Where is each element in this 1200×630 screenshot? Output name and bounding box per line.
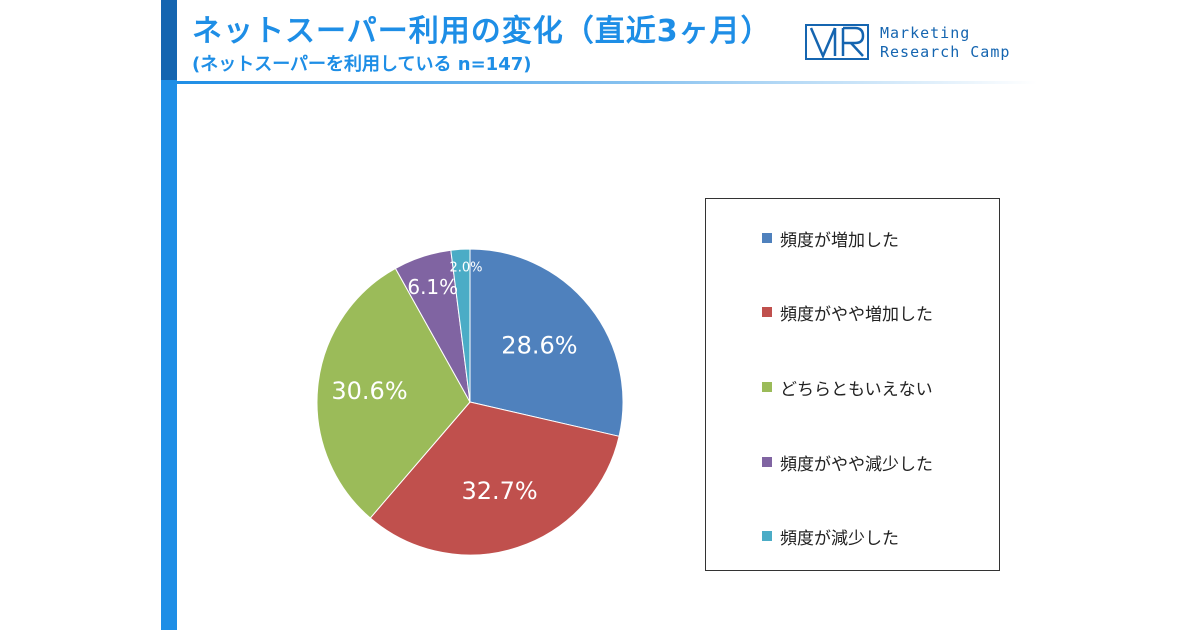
- logo-text: Marketing Research Camp: [880, 24, 1010, 62]
- legend-swatch-4: [762, 457, 772, 467]
- pie-slice-1: [469, 248, 624, 437]
- logo-line-2: Research Camp: [880, 43, 1011, 61]
- left-accent-bar-top: [161, 0, 177, 80]
- slice-label-4: 6.1%: [407, 275, 458, 299]
- legend-swatch-1: [762, 233, 772, 243]
- pie-slice-3: [316, 267, 471, 519]
- legend-swatch-5: [762, 531, 772, 541]
- mr-logo-icon: [805, 24, 869, 60]
- legend-label-4: 頻度がやや減少した: [780, 454, 933, 475]
- chart-legend: 頻度が増加した頻度がやや増加した どちらともいえない 頻度がやや減少した 頻度が減少し…: [705, 198, 1000, 571]
- slice-label-5: 2.0%: [449, 261, 482, 276]
- left-accent-bar: [161, 0, 177, 630]
- logo-line-1: Marketing: [880, 24, 971, 42]
- pie-slice-2: [369, 401, 620, 556]
- page-subtitle: (ネットスーパーを利用している n=147): [192, 54, 532, 75]
- legend-swatch-2: [762, 307, 772, 317]
- legend-item-2: 頻度がやや増加した: [762, 300, 933, 325]
- legend-item-4: 頻度がやや減少した: [762, 450, 933, 475]
- slice-label-3: 30.6%: [331, 377, 407, 405]
- legend-label-1: 頻度が増加した: [780, 230, 899, 251]
- slice-label-2: 32.7%: [461, 477, 537, 505]
- header-divider: [177, 81, 1037, 84]
- legend-item-3: どちらともいえない: [762, 375, 933, 400]
- legend-label-3: どちらともいえない: [780, 379, 933, 400]
- legend-swatch-3: [762, 382, 772, 392]
- pie-slice-5: [450, 248, 471, 403]
- legend-label-2: 頻度がやや増加した: [780, 304, 933, 325]
- slice-label-1: 28.6%: [501, 332, 577, 360]
- legend-item-5: 頻度が減少した: [762, 524, 899, 549]
- legend-item-1: 頻度が増加した: [762, 226, 899, 251]
- page-title: ネットスーパー利用の変化（直近3ヶ月）: [192, 14, 772, 49]
- legend-label-5: 頻度が減少した: [780, 528, 899, 549]
